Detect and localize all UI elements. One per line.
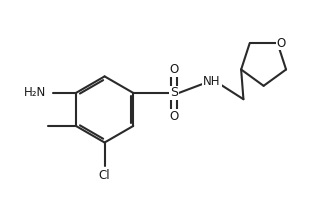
Text: O: O — [170, 63, 179, 76]
Text: NH: NH — [203, 75, 221, 88]
Text: H₂N: H₂N — [24, 86, 46, 99]
Text: Cl: Cl — [99, 169, 111, 182]
Text: O: O — [170, 110, 179, 123]
Text: O: O — [277, 37, 286, 50]
Text: S: S — [170, 86, 178, 99]
